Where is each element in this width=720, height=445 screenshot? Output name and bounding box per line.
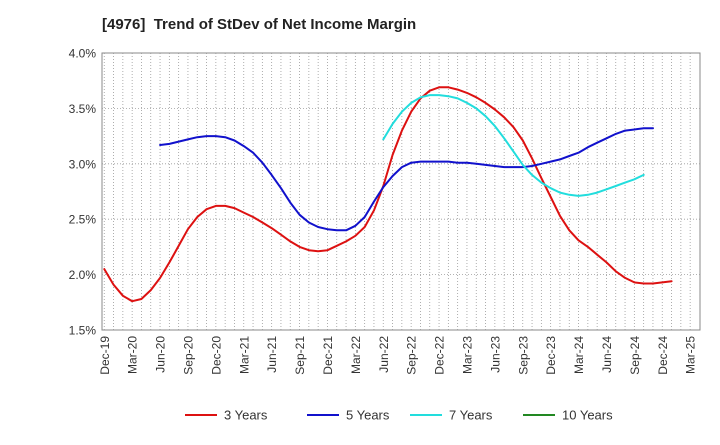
series-line-5-years [159, 127, 654, 232]
x-tick-label: Mar-25 [684, 336, 698, 374]
x-tick-label: Sep-24 [628, 336, 642, 375]
y-tick-label: 3.0% [69, 157, 97, 171]
x-tick-label: Mar-21 [237, 336, 251, 374]
x-tick-label: Sep-22 [405, 336, 419, 375]
legend-label: 3 Years [224, 408, 268, 423]
x-tick-label: Jun-21 [265, 336, 279, 373]
y-tick-label: 3.5% [69, 102, 97, 116]
x-tick-label: Dec-20 [209, 336, 223, 375]
x-tick-label: Dec-24 [656, 336, 670, 375]
x-tick-label: Dec-21 [321, 336, 335, 375]
x-tick-label: Dec-23 [544, 336, 558, 375]
x-tick-label: Sep-23 [516, 336, 530, 375]
series-line-7-years [382, 94, 645, 197]
series-lines [103, 86, 673, 303]
x-tick-label: Sep-20 [181, 336, 195, 375]
x-tick-label: Jun-22 [377, 336, 391, 373]
x-tick-label: Jun-23 [488, 336, 502, 373]
y-tick-label: 4.0% [69, 47, 97, 61]
x-tick-label: Mar-24 [572, 336, 586, 374]
y-tick-label: 2.5% [69, 213, 97, 227]
x-tick-label: Dec-22 [433, 336, 447, 375]
grid [101, 52, 701, 331]
y-tick-label: 1.5% [69, 324, 97, 338]
legend-label: 10 Years [562, 408, 613, 423]
legend-label: 5 Years [346, 408, 390, 423]
x-tick-label: Dec-19 [98, 336, 112, 375]
x-tick-label: Mar-23 [460, 336, 474, 374]
series-line-3-years [103, 86, 673, 303]
x-tick-label: Mar-20 [126, 336, 140, 374]
x-tick-label: Sep-21 [293, 336, 307, 375]
y-tick-label: 2.0% [69, 268, 97, 282]
x-tick-label: Jun-24 [600, 336, 614, 373]
plot-area [101, 52, 701, 331]
chart-title: [4976] Trend of StDev of Net Income Marg… [102, 16, 417, 33]
legend-label: 7 Years [449, 408, 493, 423]
axes: 1.5% 2.0% 2.5% 3.0% 3.5% 4.0% Dec-19 Mar-20 Jun-… [69, 47, 698, 375]
x-tick-label: Mar-22 [349, 336, 363, 374]
x-tick-label: Jun-20 [154, 336, 168, 373]
legend: 3 Years 5 Years 7 Years 10 Years [185, 408, 613, 423]
